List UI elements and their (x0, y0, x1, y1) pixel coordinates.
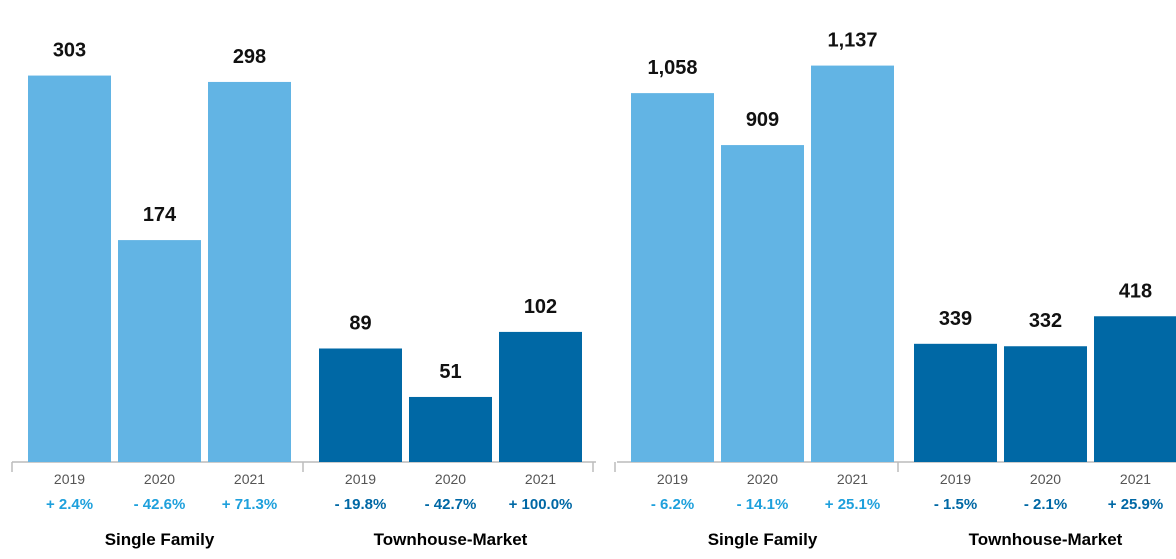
x-tick-label: 2019 (657, 471, 688, 487)
bar (631, 93, 714, 463)
x-tick-label: 2021 (1120, 471, 1151, 487)
change-percent-label: + 25.1% (825, 496, 880, 513)
bar-value-label: 174 (143, 204, 177, 226)
bar-value-label: 89 (349, 312, 371, 334)
x-tick-label: 2019 (345, 471, 376, 487)
x-tick-label: 2020 (144, 471, 175, 487)
change-percent-label: + 25.9% (1108, 496, 1163, 513)
bar (914, 343, 997, 462)
change-percent-label: - 42.7% (425, 496, 477, 513)
x-tick-label: 2019 (54, 471, 85, 487)
x-tick-label: 2021 (837, 471, 868, 487)
bar-value-label: 51 (439, 361, 461, 383)
bar-value-label: 339 (939, 308, 972, 330)
bar (118, 240, 201, 462)
bar (1004, 346, 1087, 462)
group-label: Townhouse-Market (969, 530, 1123, 549)
x-tick-label: 2019 (940, 471, 971, 487)
group-label: Single Family (708, 530, 818, 549)
x-tick-label: 2020 (435, 471, 466, 487)
bar-value-label: 332 (1029, 310, 1062, 332)
bar-value-label: 1,137 (827, 30, 877, 52)
change-percent-label: - 42.6% (134, 496, 186, 513)
change-percent-label: - 19.8% (335, 496, 387, 513)
x-tick-label: 2020 (747, 471, 778, 487)
change-percent-label: - 6.2% (651, 496, 694, 513)
bar-value-label: 1,058 (647, 57, 697, 79)
x-tick-label: 2020 (1030, 471, 1061, 487)
change-percent-label: + 100.0% (509, 496, 573, 513)
group-label: Single Family (105, 530, 215, 549)
bar-value-label: 418 (1119, 280, 1152, 302)
bar (28, 75, 111, 462)
bar-value-label: 303 (53, 40, 86, 62)
bar (721, 145, 804, 463)
x-tick-label: 2021 (525, 471, 556, 487)
bar (409, 396, 492, 462)
bar-value-label: 298 (233, 46, 266, 68)
x-tick-label: 2021 (234, 471, 265, 487)
change-percent-label: + 71.3% (222, 496, 277, 513)
change-percent-label: - 1.5% (934, 496, 977, 513)
group-label: Townhouse-Market (374, 530, 528, 549)
bar (319, 348, 402, 462)
change-percent-label: + 2.4% (46, 496, 93, 513)
bar (811, 65, 894, 463)
bar-value-label: 102 (524, 296, 557, 318)
bar (208, 81, 291, 463)
change-percent-label: - 2.1% (1024, 496, 1067, 513)
bar-value-label: 909 (746, 109, 779, 131)
bar (499, 331, 582, 462)
bar (1094, 316, 1176, 462)
change-percent-label: - 14.1% (737, 496, 789, 513)
